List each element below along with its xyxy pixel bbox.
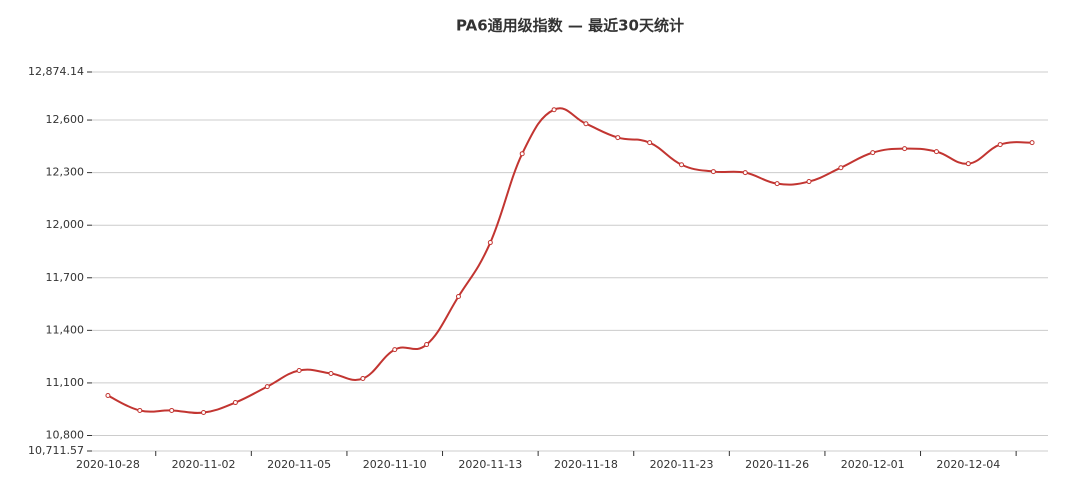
y-tick-label: 12,600 [46, 113, 85, 126]
data-point [296, 367, 302, 373]
x-tick-label: 2020-12-01 [841, 458, 905, 471]
x-tick-label: 2020-11-05 [267, 458, 331, 471]
data-point [710, 169, 716, 175]
y-tick-label: 10,711.57 [28, 444, 84, 457]
x-tick-label: 2020-11-18 [554, 458, 618, 471]
data-point [997, 142, 1003, 148]
data-point [742, 170, 748, 176]
data-point [392, 347, 398, 353]
data-point [1029, 140, 1035, 146]
data-point [774, 181, 780, 187]
data-point [264, 384, 270, 390]
data-point [169, 407, 175, 413]
y-tick-label: 11,700 [46, 271, 85, 284]
x-tick-label: 2020-12-04 [936, 458, 1000, 471]
data-point [551, 107, 557, 113]
data-point [870, 150, 876, 156]
data-point [424, 342, 430, 348]
y-tick-label: 12,300 [46, 166, 85, 179]
data-point [806, 179, 812, 185]
data-point [519, 151, 525, 157]
data-point [201, 410, 207, 416]
x-tick-label: 2020-10-28 [76, 458, 140, 471]
data-point [232, 400, 238, 406]
data-point [615, 135, 621, 141]
y-tick-label: 12,874.14 [28, 65, 84, 78]
data-point [105, 393, 111, 399]
x-tick-label: 2020-11-23 [650, 458, 714, 471]
x-tick-label: 2020-11-10 [363, 458, 427, 471]
data-point [328, 370, 334, 376]
series-line [107, 107, 1033, 414]
x-tick-label: 2020-11-13 [458, 458, 522, 471]
y-tick-label: 11,400 [46, 323, 85, 336]
data-point [965, 161, 971, 167]
x-tick-label: 2020-11-02 [172, 458, 236, 471]
data-point [455, 294, 461, 300]
x-tick-label: 2020-11-26 [745, 458, 809, 471]
y-tick-label: 10,800 [46, 429, 85, 442]
y-tick-label: 12,000 [46, 218, 85, 231]
data-point [838, 165, 844, 171]
data-point [647, 140, 653, 146]
y-tick-label: 11,100 [46, 376, 85, 389]
data-point [679, 162, 685, 168]
data-point [583, 121, 589, 127]
data-point [933, 149, 939, 155]
data-point [137, 407, 143, 413]
data-point [902, 146, 908, 152]
data-point [487, 240, 493, 246]
chart-title: PA6通用级指数 — 最近30天统计 [456, 17, 684, 35]
data-point [360, 376, 366, 382]
